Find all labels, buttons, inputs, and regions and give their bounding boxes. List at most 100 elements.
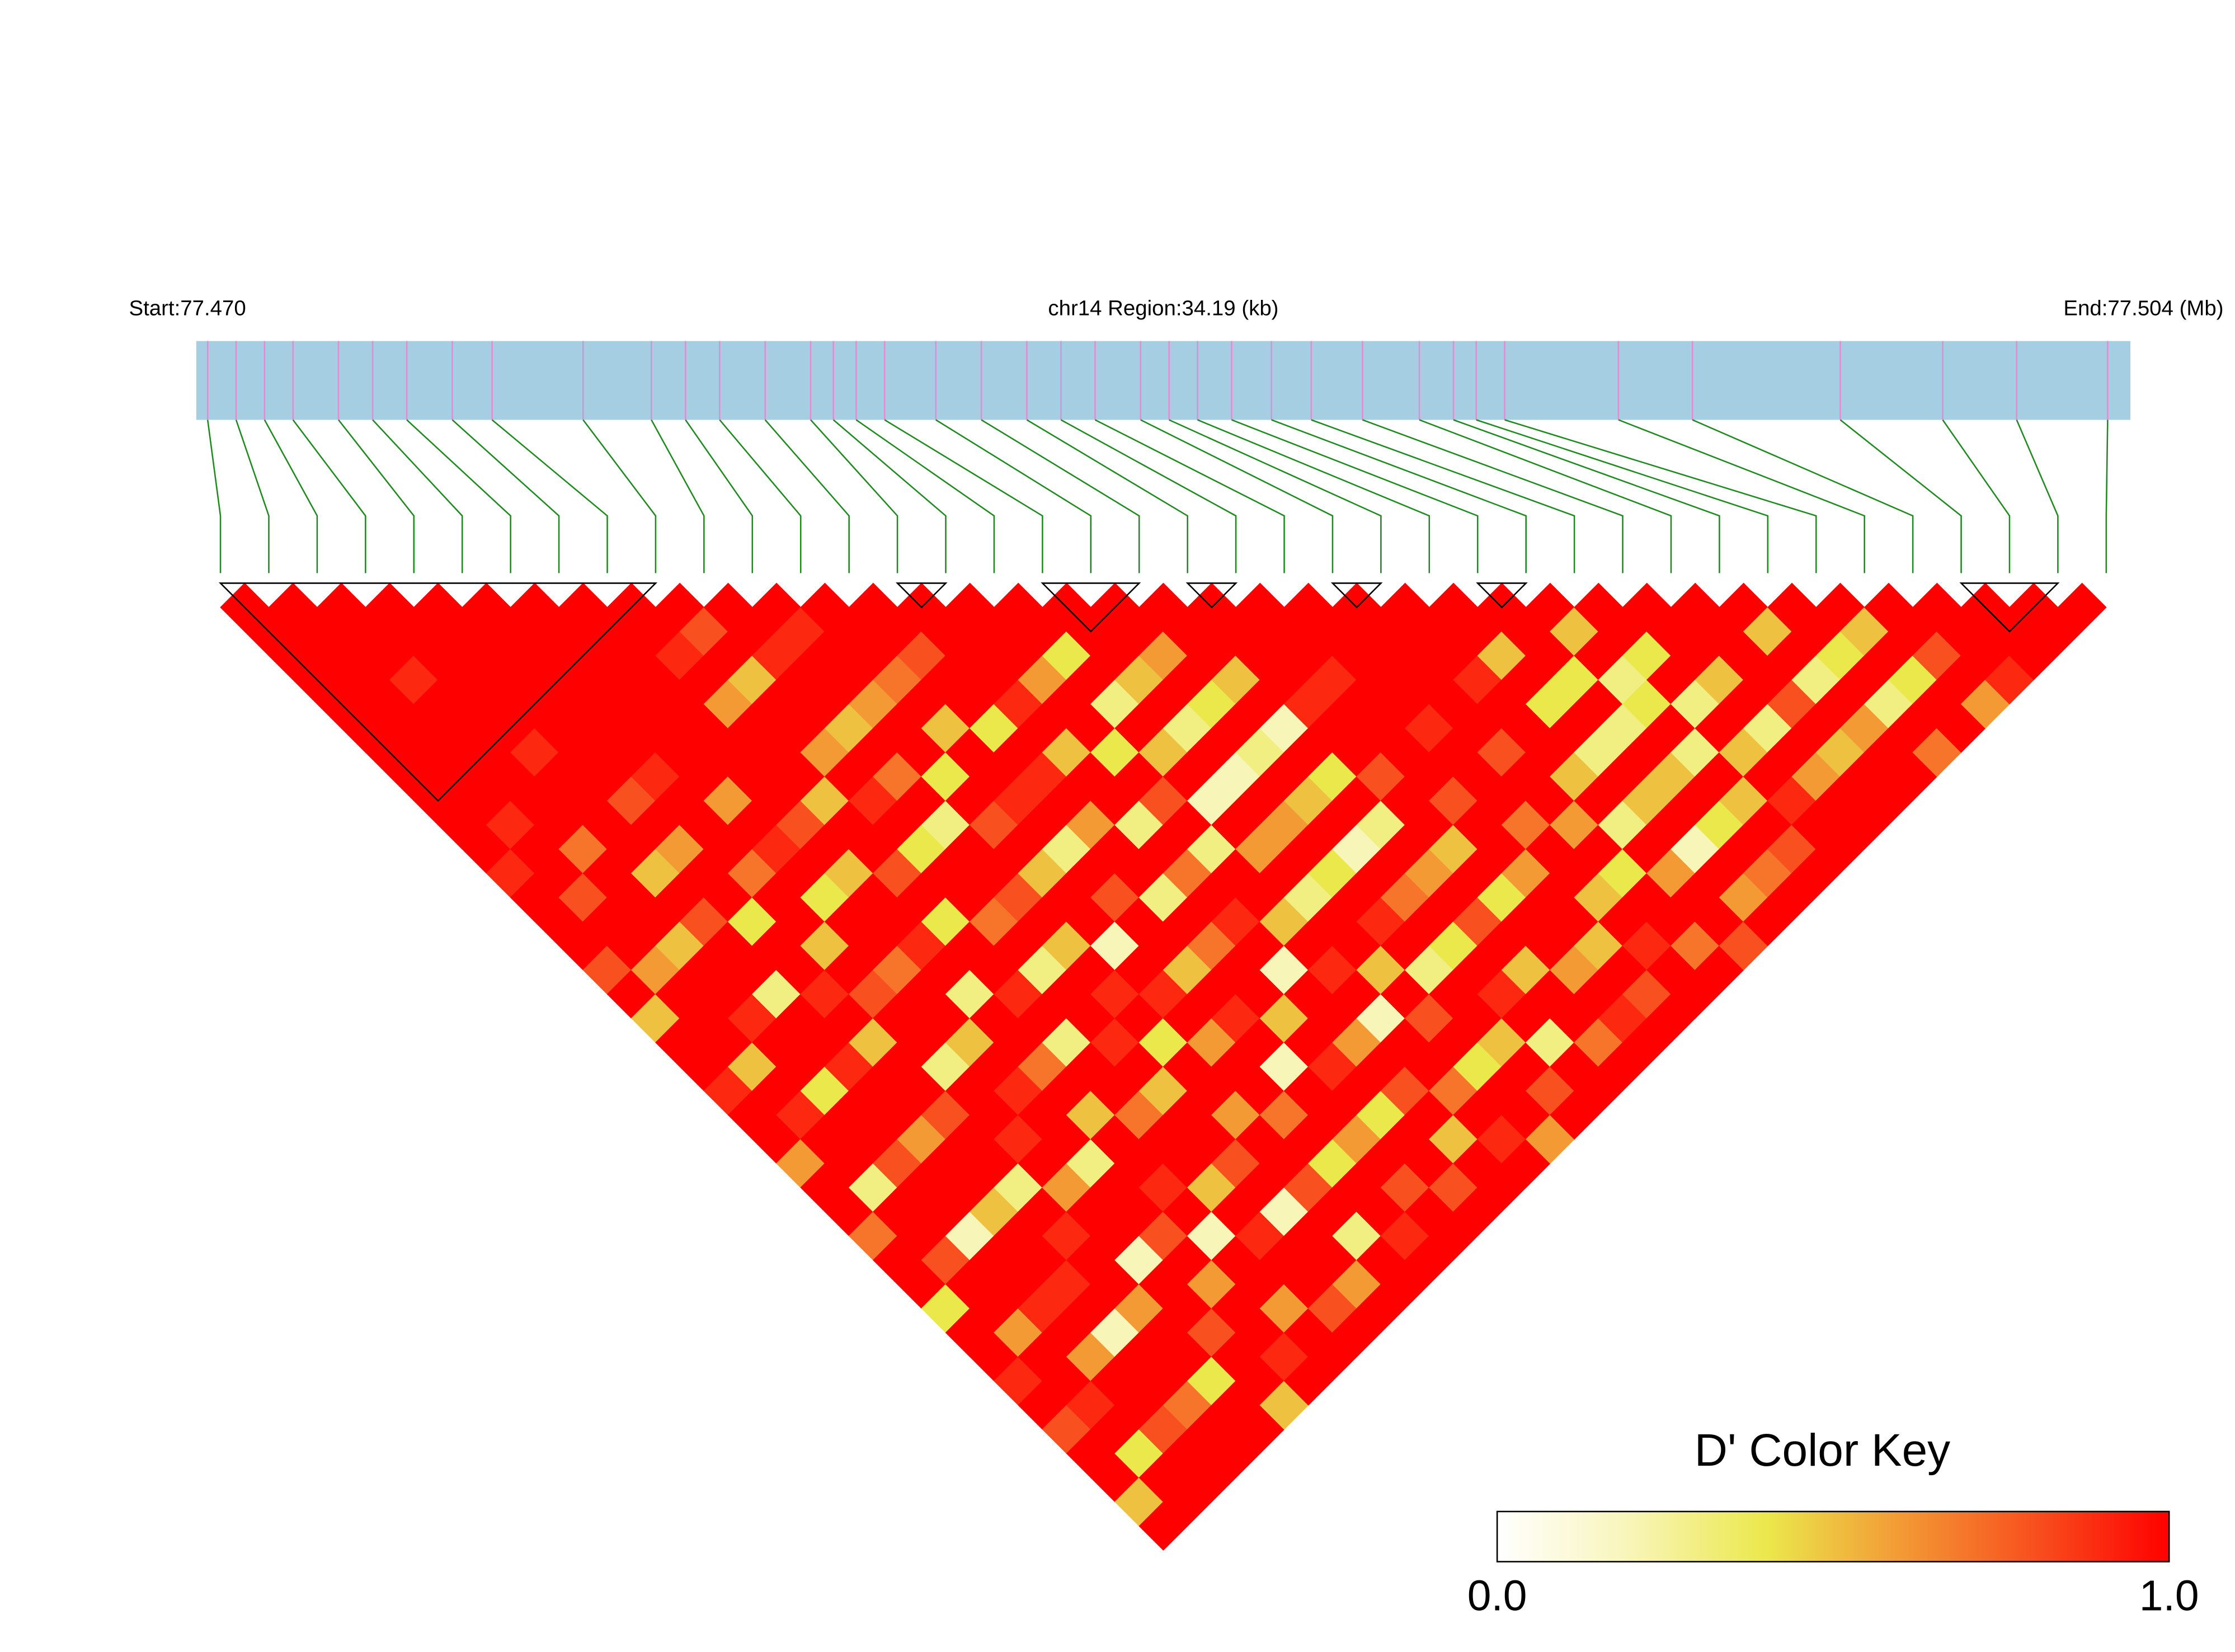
ld-cell [1211,703,1261,753]
snp-connector [651,419,705,573]
snp-connector [582,419,657,573]
ld-cell [292,606,342,656]
ld-cell [1138,582,1188,632]
snp-connector [764,419,850,573]
ld-cell [1114,1332,1164,1382]
snp-connector [1419,419,1672,573]
snp-connector [1169,419,1382,573]
snp-connector [1839,419,1962,573]
ld-cell [1114,655,1164,705]
ld-cell [1912,582,1962,632]
snp-connector [832,419,947,573]
ld-cell [969,1332,1019,1382]
ld-cell [1767,873,1817,923]
ld-cell [1815,824,1865,874]
heatmap [220,582,2107,1551]
snp-connector [451,419,560,573]
ld-cell [1864,582,1913,632]
ld-block [1185,582,1238,609]
ld-cell [462,582,511,632]
ld-cell [1332,631,1382,681]
ld-cell [776,703,826,753]
ld-cell [1574,582,1624,632]
snp-connector [1271,419,1527,573]
ld-cell [1042,679,1091,729]
snp-connector [372,419,463,573]
ld-cell [1767,582,1817,632]
ld-cell [824,703,874,753]
ld-cell [365,582,415,632]
snp-connector [338,419,415,573]
snp-connector [810,419,898,573]
colorbar-title: D' Color Key [1695,1425,1950,1476]
snp-connector [884,419,1043,573]
ld-block [895,582,948,609]
snp-connector [406,419,511,573]
ld-cell [1138,1501,1188,1551]
ld-cell [1211,655,1261,705]
snp-connector [491,419,608,573]
colorbar-tick-label: 1.0 [2139,1572,2199,1620]
ld-cell [1332,679,1382,729]
chart-title: chr14 Region:34.19 (kb) [1048,296,1278,321]
ld-cell [776,606,826,656]
ld-cell [969,655,1019,705]
ld-cell [413,582,463,632]
end-label: End:77.504 (Mb) [2063,296,2223,321]
snp-connector [1026,419,1188,573]
snp-connector [235,420,270,573]
ld-cell [655,582,705,632]
snp-connector [855,419,995,573]
ld-cell [1114,606,1164,656]
ld-cell [655,679,705,729]
snp-connector [1311,419,1575,573]
ld-cell [1042,1018,1091,1067]
ld-cell [1138,679,1188,729]
ld-cell [776,655,826,705]
ld-cell [1477,1162,1527,1212]
ld-block [218,582,658,802]
ld-cell [1138,631,1188,681]
ld-cell [727,606,777,656]
ld-cell [1622,1018,1672,1067]
ld-cell [824,655,874,705]
colorbar [1496,1510,2170,1562]
ld-cell [1332,1018,1382,1067]
ld-block [1330,582,1383,609]
snp-connector [719,419,802,573]
ld-cell [606,631,656,681]
ld-cell [969,703,1019,753]
snp-connector [1618,419,1865,573]
ld-cell [1525,582,1575,632]
ld-cell [921,703,971,753]
ld-cell [1501,1138,1551,1188]
ld-block [1476,582,1528,609]
snp-connector [1362,419,1624,573]
ld-cell [1815,582,1865,632]
ld-cell [1090,679,1140,729]
ld-cell [873,703,923,753]
ld-cell [1525,1018,1575,1067]
ld-block [1959,582,2060,633]
snp-connector [292,419,366,573]
snp-connector [2105,420,2109,573]
snp-connector [1942,419,2011,573]
ld-cell [1211,1332,1261,1382]
ld-cell [969,606,1019,656]
ld-cell [1114,1477,1164,1527]
ld-cell [921,655,971,705]
ld-cell [1574,1018,1624,1067]
ld-cell [1042,631,1091,681]
ld-cell [2057,582,2107,632]
snp-connector [935,419,1092,573]
snp-connector [1453,419,1720,573]
ld-cell [1235,1018,1285,1067]
snp-connector [1476,419,1769,573]
ld-cell [1356,606,1406,656]
snp-connector [1197,419,1431,573]
snp-connector [685,419,754,573]
ld-cell [1090,631,1140,681]
ld-cell [655,1018,705,1067]
